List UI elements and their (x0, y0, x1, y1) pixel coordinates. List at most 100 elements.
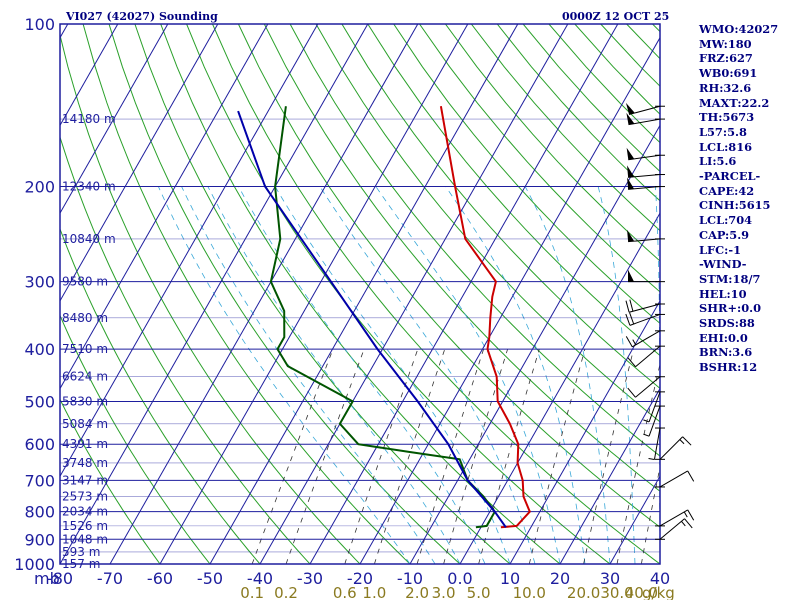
wind-barb (655, 436, 692, 460)
pressure-tick-label: 200 (24, 178, 55, 197)
plot-border (59, 23, 661, 565)
height-label: 1526 m (62, 519, 108, 533)
parcel-profile (237, 110, 507, 528)
wind-barb (627, 229, 665, 243)
wind-barb (648, 427, 665, 461)
barb-pennant (626, 112, 635, 125)
barb-staff (653, 427, 661, 460)
mixing-ratio-label: 1.0 (362, 584, 386, 600)
index-line: -WIND- (699, 257, 747, 272)
isotherm (209, 24, 519, 564)
pressure-tick-label: 600 (24, 435, 55, 454)
pressure-tick-label: 1000 (14, 555, 55, 574)
barb-full (629, 299, 634, 312)
axes: 100 200 300 400 500 600 700 800 900 1000 14180 m 12… (14, 15, 675, 600)
pressure-tick-label: 100 (24, 15, 55, 34)
barb-half (632, 339, 637, 346)
index-line: LCL:816 (699, 139, 753, 154)
moist-adiabat (158, 186, 411, 564)
mixing-ratio-label: 5.0 (467, 584, 491, 600)
barb-pennant (628, 269, 634, 282)
height-label: 7510 m (62, 342, 108, 356)
temperature-tick-label: 10 (500, 569, 520, 588)
barb-staff (659, 436, 683, 460)
mixing-ratio-label: 20.0 (567, 584, 600, 600)
pressure-tick-label: 500 (24, 392, 55, 411)
barb-pennant (627, 229, 635, 242)
barb-staff (635, 345, 661, 368)
isotherm (109, 24, 419, 564)
temperature-tick-label: -80 (47, 569, 73, 588)
isotherm (159, 24, 469, 564)
index-line: FRZ:627 (699, 51, 753, 66)
pressure-unit: mb (34, 569, 60, 588)
temperature-profile (439, 106, 531, 529)
pressure-tick-label: 800 (24, 503, 55, 522)
isotherm (60, 24, 369, 564)
dewpoint-profile (269, 106, 496, 529)
wind-barb (643, 391, 665, 423)
mixing-ratio-label: 3.0 (432, 584, 456, 600)
height-label: 9580 m (62, 275, 108, 289)
barb-full (629, 312, 635, 325)
wind-barb (626, 147, 665, 161)
height-label: 1048 m (62, 532, 108, 546)
height-label: 5084 m (62, 417, 108, 431)
barb-full (684, 518, 693, 529)
barb-full (627, 387, 636, 398)
temperature-tick-label: -40 (247, 569, 273, 588)
pressure-tick-label: 700 (24, 471, 55, 490)
barb-staff (648, 391, 661, 423)
temperature-tick-label: 30 (600, 569, 620, 588)
wind-barb (625, 330, 665, 348)
isotherm (60, 24, 319, 478)
barb-pennant (627, 177, 635, 190)
barb-full (682, 436, 692, 446)
index-line: SRDS:88 (699, 316, 755, 331)
isotherm (60, 24, 169, 215)
barb-staff (659, 470, 688, 488)
mixing-ratio-label: 30.0 (600, 584, 633, 600)
isotherm (60, 24, 269, 390)
isotherm (559, 387, 660, 564)
height-label: 157 m (62, 557, 100, 571)
barb-full (627, 357, 636, 368)
mixing-ratio-label: 0.6 (333, 584, 357, 600)
wind-barb (643, 405, 665, 437)
wind-barb (625, 312, 665, 326)
isotherm (359, 36, 660, 564)
barb-staff (632, 330, 661, 348)
pressure-tick-label: 400 (24, 340, 55, 359)
barb-pennant (627, 165, 635, 178)
height-label: 2573 m (62, 490, 108, 504)
moist-adiabat (597, 186, 636, 564)
barb-staff (628, 105, 661, 116)
barb-full (687, 509, 695, 521)
temperature-tick-label: -10 (397, 569, 423, 588)
temperature-tick-label: -60 (147, 569, 173, 588)
barb-staff (629, 313, 661, 326)
isotherm (60, 24, 119, 127)
isotherm (309, 24, 619, 564)
index-line: EHI:0.0 (699, 330, 748, 345)
index-line: -PARCEL- (699, 169, 761, 184)
index-line: BSHR:12 (699, 360, 758, 375)
index-line: STM:18/7 (699, 271, 761, 286)
index-line: CINH:5615 (699, 198, 771, 213)
wind-barb (625, 299, 665, 313)
index-line: LI:5.6 (699, 154, 737, 169)
mixing-ratio-label: 2.0 (405, 584, 429, 600)
barb-half (643, 419, 650, 423)
wind-barb (628, 269, 665, 283)
barb-pennant (626, 147, 635, 160)
height-label: 3147 m (62, 473, 108, 487)
temperature-tick-label: -20 (347, 569, 373, 588)
temperature-tick-label: -30 (297, 569, 323, 588)
barb-full (625, 336, 633, 348)
barb-staff (648, 405, 661, 437)
valid-time: 0000Z 12 OCT 25 (562, 10, 669, 23)
index-line: LCL:704 (699, 213, 753, 228)
barb-full (625, 300, 630, 313)
index-line: HEL:10 (699, 286, 747, 301)
